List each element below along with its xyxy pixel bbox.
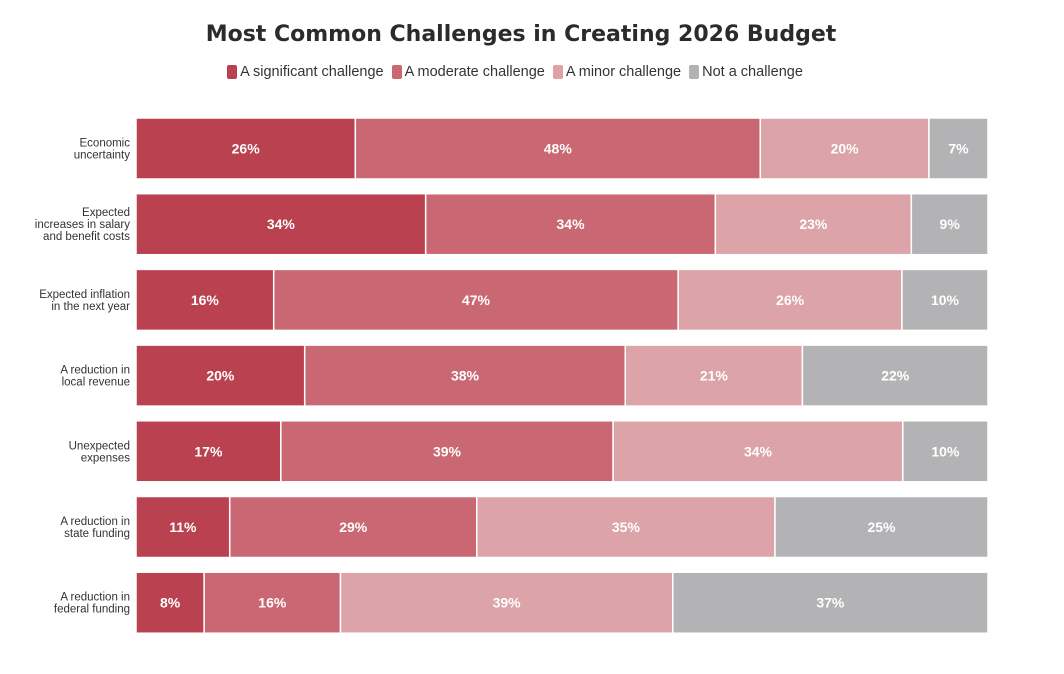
- data-label: 17%: [194, 443, 223, 459]
- bar-segment: [203, 571, 342, 634]
- legend-label: A minor challenge: [565, 64, 682, 80]
- data-label: 35%: [612, 519, 641, 535]
- bar-segment: [135, 495, 231, 559]
- data-label: 29%: [339, 519, 368, 535]
- legend-swatch: [391, 65, 402, 79]
- bar-segment: [902, 420, 989, 483]
- bar-segment: [228, 495, 478, 559]
- legend-swatch: [689, 65, 700, 79]
- data-label: 34%: [267, 216, 296, 232]
- bar-segment: [135, 571, 205, 634]
- category-label: A reduction in local revenue: [60, 365, 130, 389]
- bar-segment: [677, 268, 903, 332]
- bar-segment: [424, 192, 717, 256]
- bar-segment: [135, 192, 427, 256]
- bar-segment: [303, 344, 627, 407]
- data-label: 20%: [831, 141, 860, 157]
- bar-segment: [672, 571, 989, 634]
- category-label: Expected increases in salary and benefit c…: [35, 207, 130, 243]
- data-label: 16%: [258, 595, 287, 611]
- chart-legend: A significant challenge A moderate challe…: [0, 64, 1030, 80]
- legend-swatch: [552, 65, 563, 79]
- data-label: 22%: [881, 368, 910, 384]
- legend-label: Not a challenge: [702, 64, 803, 80]
- data-label: 8%: [160, 595, 181, 611]
- bar-segment: [135, 268, 275, 332]
- bar-segment: [135, 344, 306, 407]
- category-label: Economic uncertainty: [74, 138, 131, 162]
- bar-segment: [135, 420, 282, 483]
- bar-segment: [135, 117, 357, 180]
- data-label: 26%: [232, 141, 261, 157]
- data-label: 34%: [557, 216, 586, 232]
- bar-segment: [280, 420, 614, 483]
- data-label: 23%: [799, 216, 828, 232]
- bar-segment: [901, 268, 989, 332]
- category-label: Expected inflation in the next year: [39, 289, 130, 313]
- data-label: 10%: [931, 443, 960, 459]
- data-label: 7%: [948, 141, 969, 157]
- data-label: 26%: [776, 292, 805, 308]
- legend-item: A minor challenge: [552, 64, 682, 80]
- data-label: 47%: [462, 292, 491, 308]
- bar-segment: [624, 344, 804, 407]
- legend-item: A significant challenge: [227, 64, 384, 80]
- chart-title: Most Common Challenges in Creating 2026 …: [205, 22, 837, 47]
- legend-item: A moderate challenge: [391, 64, 545, 80]
- data-label: 9%: [940, 216, 961, 232]
- bar-segment: [612, 420, 904, 483]
- data-label: 25%: [867, 519, 896, 535]
- category-label: A reduction in state funding: [60, 516, 130, 540]
- bar-segment: [910, 192, 989, 256]
- bar-segment: [339, 571, 674, 634]
- data-label: 48%: [544, 141, 573, 157]
- data-label: 39%: [433, 443, 462, 459]
- legend-label: A moderate challenge: [404, 64, 545, 80]
- bar-segment: [714, 192, 913, 256]
- legend-swatch: [227, 65, 238, 79]
- data-label: 20%: [206, 368, 235, 384]
- legend-item: Not a challenge: [689, 64, 803, 80]
- data-label: 38%: [451, 368, 480, 384]
- bar-segment: [272, 268, 679, 332]
- bar-segment: [476, 495, 776, 559]
- bar-segment: [801, 344, 989, 407]
- bar-segment: [774, 495, 989, 559]
- legend-label: A significant challenge: [240, 64, 384, 80]
- bar-segment: [354, 117, 761, 180]
- data-label: 39%: [493, 595, 522, 611]
- data-label: 34%: [744, 443, 773, 459]
- category-label: A reduction in federal funding: [54, 592, 130, 616]
- category-label: Unexpected expenses: [69, 440, 131, 464]
- data-label: 10%: [931, 292, 960, 308]
- bar-segment: [928, 117, 989, 180]
- data-label: 37%: [816, 595, 845, 611]
- data-label: 21%: [700, 368, 729, 384]
- data-label: 11%: [169, 519, 197, 535]
- data-label: 16%: [191, 292, 220, 308]
